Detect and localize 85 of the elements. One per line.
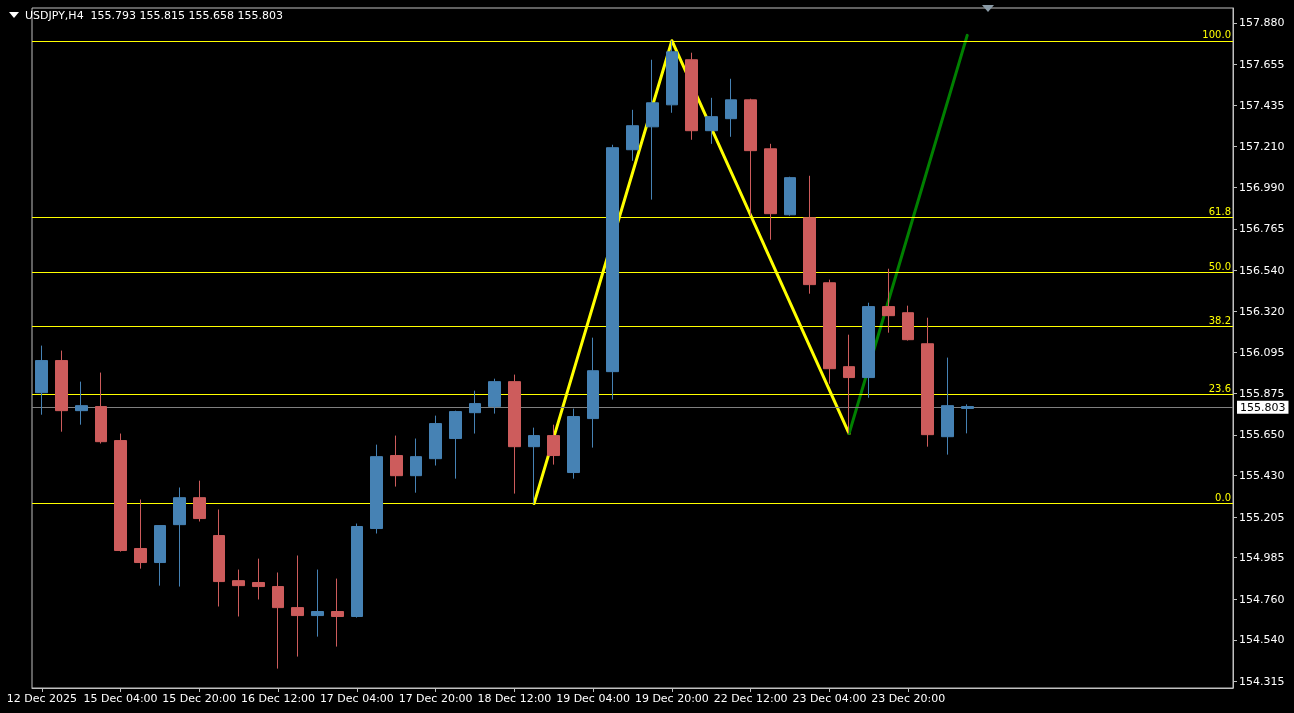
chart-title: USDJPY,H4 155.793 155.815 155.658 155.803 — [25, 9, 284, 22]
y-tick-label: 157.655 — [1239, 57, 1285, 71]
candlestick — [35, 345, 48, 416]
candlestick — [961, 403, 974, 434]
x-tick-label: 16 Dec 12:00 — [241, 692, 316, 705]
candlestick — [705, 97, 718, 145]
candlestick — [410, 438, 422, 494]
candlestick — [55, 350, 68, 433]
x-tick-label: 22 Dec 12:00 — [713, 692, 788, 705]
candlestick — [941, 357, 954, 456]
candlestick — [784, 176, 796, 217]
x-tick-label: 19 Dec 04:00 — [556, 692, 631, 705]
candlestick — [744, 98, 757, 217]
x-tick-label: 17 Dec 20:00 — [398, 692, 473, 705]
x-tick-label: 15 Dec 04:00 — [83, 692, 158, 705]
y-tick-label: 155.430 — [1239, 469, 1285, 482]
candlestick — [587, 337, 599, 449]
candlestick — [390, 435, 403, 488]
candlestick — [252, 558, 265, 600]
candlestick — [291, 555, 304, 658]
candlestick — [666, 40, 678, 114]
candlestick — [764, 143, 777, 241]
annotation: 61.8 — [1208, 206, 1231, 218]
candlestick — [626, 109, 639, 162]
y-tick-label: 156.990 — [1239, 180, 1285, 194]
candlestick — [567, 408, 580, 480]
annotation: 50.0 — [1208, 260, 1231, 272]
candlestick — [921, 317, 934, 448]
candlestick — [646, 59, 659, 201]
candlestick — [351, 523, 363, 619]
candlestick — [488, 378, 501, 415]
candlestick — [803, 175, 816, 295]
candlestick — [213, 509, 225, 608]
candlestick — [232, 569, 245, 617]
y-tick-label: 154.315 — [1239, 675, 1285, 689]
x-tick-label: 17 Dec 04:00 — [319, 692, 394, 705]
candlestick — [547, 424, 560, 466]
y-tick-label: 156.765 — [1239, 222, 1285, 236]
y-tick-label: 156.320 — [1239, 304, 1285, 318]
candlestick — [75, 381, 88, 426]
y-tick-label: 154.985 — [1239, 551, 1285, 565]
candlestick — [882, 268, 895, 334]
candlestick — [528, 427, 540, 505]
candlestick — [429, 415, 442, 467]
x-tick-label: 18 Dec 12:00 — [477, 692, 552, 705]
y-tick-label: 155.205 — [1239, 510, 1285, 524]
candlestick — [370, 444, 383, 535]
candlestick — [843, 334, 855, 435]
candlestick — [606, 144, 619, 401]
y-tick-label: 156.095 — [1239, 346, 1285, 360]
candlestick — [114, 433, 127, 553]
x-tick-label: 19 Dec 20:00 — [634, 692, 709, 705]
y-tick-label: 155.650 — [1239, 428, 1285, 442]
candlestick — [272, 572, 284, 670]
candlestick — [331, 578, 344, 648]
candlestick — [823, 279, 836, 385]
x-tick-label: 23 Dec 04:00 — [792, 692, 867, 705]
candlestick — [469, 390, 481, 435]
candlestick — [685, 52, 698, 141]
y-tick-label: 157.210 — [1239, 140, 1285, 154]
candlestick — [134, 499, 147, 570]
x-tick-label: 23 Dec 20:00 — [871, 692, 946, 705]
candlestick — [311, 569, 324, 638]
annotation: 100.0 — [1202, 29, 1231, 41]
candlestick — [95, 372, 107, 445]
annotation: 38.2 — [1208, 315, 1231, 327]
y-tick-label: 154.760 — [1239, 592, 1285, 606]
candlestick — [173, 487, 186, 588]
annotation: 0.0 — [1215, 492, 1231, 504]
x-tick-label: 15 Dec 20:00 — [162, 692, 237, 705]
y-tick-label: 157.880 — [1239, 16, 1285, 30]
candlestick — [725, 78, 737, 138]
candlestick — [154, 525, 166, 587]
ref-line-label: 155.803 — [1240, 400, 1286, 414]
y-tick-label: 155.875 — [1239, 386, 1285, 400]
y-tick-label: 157.435 — [1239, 98, 1285, 112]
candlestick — [193, 480, 206, 523]
annotation: 23.6 — [1208, 382, 1231, 394]
candlestick — [508, 374, 521, 495]
candlestick — [862, 302, 875, 399]
y-tick-label: 156.540 — [1239, 263, 1285, 277]
y-tick-label: 154.540 — [1239, 633, 1285, 647]
candlestick — [449, 410, 462, 480]
candlestick — [902, 305, 914, 342]
x-tick-label: 12 Dec 2025 — [6, 692, 77, 705]
